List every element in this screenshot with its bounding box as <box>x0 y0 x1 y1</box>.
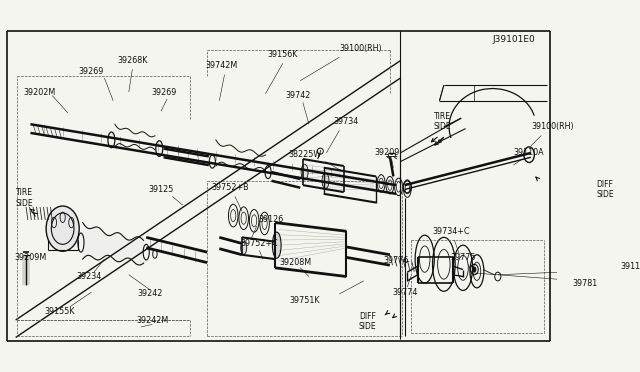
Text: 39751K: 39751K <box>289 296 320 305</box>
Ellipse shape <box>301 164 308 180</box>
Text: 39734: 39734 <box>333 117 359 126</box>
Text: 39781: 39781 <box>572 279 598 288</box>
Text: 39110A: 39110A <box>514 148 545 157</box>
Text: 39268K: 39268K <box>117 56 147 65</box>
Text: 39202M: 39202M <box>23 87 55 96</box>
Text: TIRE
SIDE: TIRE SIDE <box>15 189 33 208</box>
Text: J39101E0: J39101E0 <box>492 35 535 44</box>
Ellipse shape <box>322 173 329 189</box>
Text: 39242M: 39242M <box>136 315 168 324</box>
Text: 39100(RH): 39100(RH) <box>340 44 383 53</box>
Ellipse shape <box>472 267 476 272</box>
Text: DIFF
SIDE: DIFF SIDE <box>358 312 376 331</box>
Text: 39269: 39269 <box>79 67 104 77</box>
Text: 39742: 39742 <box>285 91 310 100</box>
Text: 39100(RH): 39100(RH) <box>531 122 574 131</box>
Ellipse shape <box>46 206 79 251</box>
Text: 39775: 39775 <box>451 253 476 262</box>
Text: 39242: 39242 <box>137 289 163 298</box>
Text: 39209M: 39209M <box>14 253 47 262</box>
Text: 39742M: 39742M <box>206 61 238 70</box>
Text: 39110A: 39110A <box>620 262 640 270</box>
Text: 39734+C: 39734+C <box>432 227 470 236</box>
Ellipse shape <box>273 232 281 258</box>
Text: 39752+B: 39752+B <box>212 183 250 192</box>
Text: 39208M: 39208M <box>280 258 312 267</box>
Ellipse shape <box>241 241 247 254</box>
Text: 39209: 39209 <box>374 148 400 157</box>
Text: 39269: 39269 <box>151 87 176 96</box>
Text: 39776: 39776 <box>383 256 409 265</box>
Text: 39752+C: 39752+C <box>241 239 278 248</box>
Text: 39234: 39234 <box>76 272 101 281</box>
Text: 38225W: 38225W <box>288 150 321 159</box>
Text: 39156K: 39156K <box>268 50 298 59</box>
Text: 39155K: 39155K <box>44 307 74 316</box>
Text: TIRE
SIDE: TIRE SIDE <box>433 112 451 131</box>
Text: 39126: 39126 <box>259 215 284 224</box>
Text: DIFF
SIDE: DIFF SIDE <box>596 180 614 199</box>
Text: 39125: 39125 <box>148 185 173 194</box>
Text: 39774: 39774 <box>392 288 417 297</box>
